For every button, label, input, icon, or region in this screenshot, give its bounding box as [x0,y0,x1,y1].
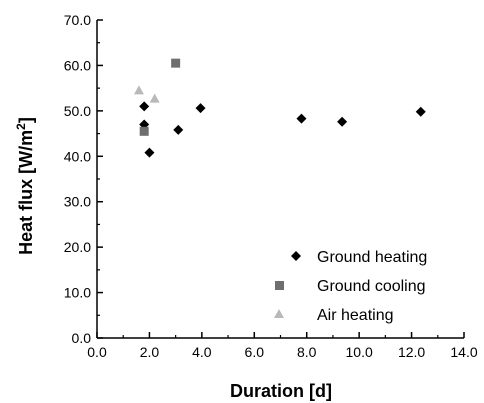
x-tick-label: 4.0 [192,344,212,360]
y-axis-ticks: 0.0 10.0 20.0 30.0 40.0 50.0 60.0 70.0 [64,12,103,346]
data-points [133,58,426,158]
x-tick-label: 14.0 [450,344,477,360]
y-axis-title: Heat flux [W/m2] [14,117,36,255]
legend-label-ground-cooling: Ground cooling [317,278,426,295]
x-tick-label: 10.0 [346,344,373,360]
y-tick-label: 10.0 [64,285,91,301]
x-axis-title: Duration [d] [230,381,332,401]
data-point-ground-heating [415,106,426,117]
legend-entry-ground-cooling: Ground cooling [275,278,426,295]
y-tick-label: 40.0 [64,148,91,164]
legend: Ground heating Ground cooling Air heatin… [274,249,427,324]
data-point-ground-heating [195,103,206,114]
legend-marker-ground-heating [291,251,301,261]
y-axis-title-end: ] [16,117,36,123]
x-tick-label: 8.0 [297,344,317,360]
legend-marker-ground-cooling [275,281,284,290]
x-axis-ticks: 0.0 2.0 4.0 6.0 8.0 10.0 12.0 14.0 [87,332,478,360]
legend-label-air-heating: Air heating [317,307,394,324]
y-tick-label: 20.0 [64,239,91,255]
data-point-ground-cooling [171,58,181,68]
y-axis-title-superscript: 2 [14,123,28,130]
x-tick-label: 0.0 [87,344,107,360]
legend-entry-air-heating: Air heating [274,307,394,324]
data-point-ground-heating [144,147,155,158]
y-tick-label: 30.0 [64,194,91,210]
x-tick-label: 12.0 [398,344,425,360]
x-tick-label: 2.0 [140,344,160,360]
legend-marker-air-heating [274,309,284,318]
y-tick-label: 50.0 [64,103,91,119]
data-point-ground-heating [139,101,150,112]
data-point-ground-heating [173,124,184,135]
y-axis-title-main: Heat flux [W/m [16,130,36,255]
y-tick-label: 70.0 [64,12,91,28]
data-point-ground-heating [337,116,348,127]
data-point-ground-cooling [139,126,149,136]
data-point-ground-heating [296,113,307,124]
legend-entry-ground-heating: Ground heating [291,249,427,266]
y-tick-label: 60.0 [64,57,91,73]
data-point-air-heating [149,93,160,103]
legend-label-ground-heating: Ground heating [317,249,427,266]
data-point-air-heating [133,85,144,95]
x-tick-label: 6.0 [245,344,265,360]
y-tick-label: 0.0 [72,330,92,346]
